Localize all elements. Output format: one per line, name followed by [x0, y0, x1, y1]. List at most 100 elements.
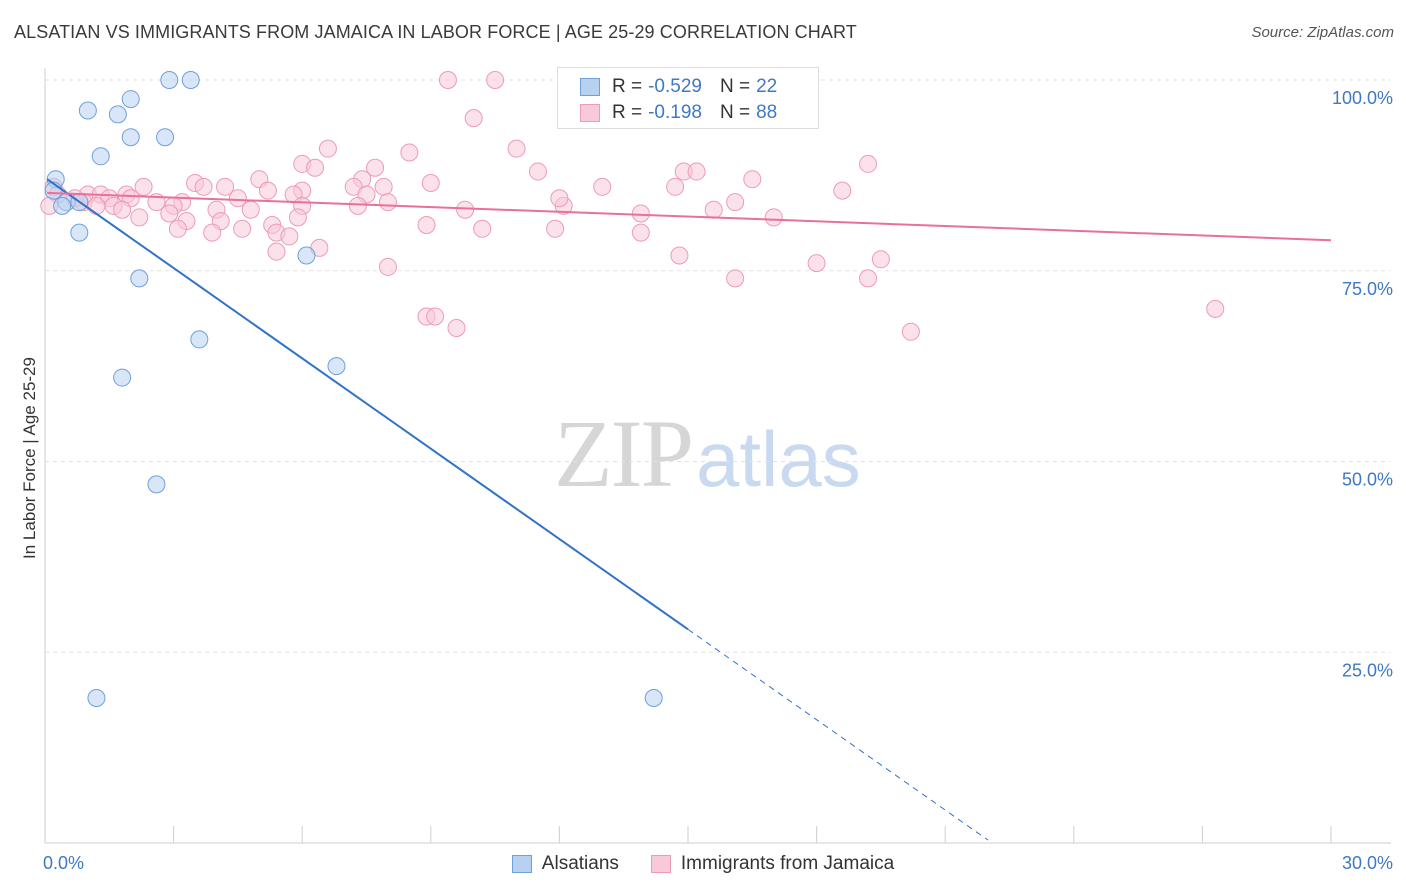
jamaica-point: [859, 269, 878, 288]
jamaica-point: [704, 200, 723, 219]
jamaica-point: [378, 193, 397, 212]
jamaica-point: [426, 307, 445, 326]
alsatians-point: [156, 128, 175, 147]
jamaica-point: [400, 143, 419, 162]
alsatians-point: [181, 71, 200, 89]
jamaica-point: [134, 177, 153, 196]
jamaica-point: [417, 215, 436, 234]
jamaica-point: [348, 196, 367, 215]
jamaica-point: [216, 177, 235, 196]
jamaica-point: [280, 227, 299, 246]
legend-r-value: -0.198: [648, 102, 702, 123]
jamaica-point: [1206, 299, 1225, 318]
jamaica-point: [233, 219, 252, 238]
jamaica-point: [670, 246, 689, 265]
jamaica-point: [241, 200, 260, 219]
legend-n-label: N =: [719, 102, 751, 123]
jamaica-point: [374, 177, 393, 196]
stats-legend-row-jamaica: R = -0.198 N = 88: [580, 101, 795, 125]
series-name-jamaica: Immigrants from Jamaica: [680, 853, 895, 874]
stats-legend: R = -0.529 N = 22 R = -0.198 N = 88: [557, 67, 819, 129]
chart-title: ALSATIAN VS IMMIGRANTS FROM JAMAICA IN L…: [14, 22, 857, 42]
legend-r-label: R =: [612, 76, 643, 97]
y-tick-label: 100.0%: [1332, 88, 1393, 108]
jamaica-point: [306, 158, 325, 177]
jamaica-trend-line: [47, 191, 1332, 242]
series-name-alsatians: Alsatians: [541, 853, 619, 874]
jamaica-point: [288, 208, 307, 227]
alsatians-point: [147, 475, 166, 494]
jamaica-point: [464, 109, 483, 128]
alsatians-point: [327, 357, 346, 376]
series-swatch-alsatians: [511, 855, 532, 873]
y-tick-label: 75.0%: [1342, 279, 1393, 299]
jamaica-point: [378, 257, 397, 276]
alsatians-point: [91, 147, 110, 166]
jamaica-point: [631, 223, 650, 242]
jamaica-point: [507, 139, 526, 158]
alsatians-point: [53, 196, 72, 215]
jamaica-point: [528, 162, 547, 181]
alsatians-point: [644, 689, 663, 708]
legend-r-value: -0.529: [648, 76, 702, 97]
jamaica-point: [473, 219, 492, 238]
alsatians-point: [121, 128, 140, 147]
y-tick-label: 50.0%: [1342, 470, 1393, 490]
jamaica-point: [194, 177, 213, 196]
jamaica-point: [546, 219, 565, 238]
jamaica-point: [726, 269, 745, 288]
jamaica-point: [456, 200, 475, 219]
jamaica-point: [901, 322, 920, 341]
jamaica-point: [871, 250, 890, 269]
jamaica-point: [113, 200, 132, 219]
jamaica-point: [859, 154, 878, 173]
jamaica-point: [833, 181, 852, 200]
alsatians-point: [190, 330, 209, 349]
jamaica-point: [743, 170, 762, 189]
jamaica-point: [438, 71, 457, 89]
jamaica-point: [447, 318, 466, 337]
jamaica-point: [366, 158, 385, 177]
jamaica-point: [807, 254, 826, 273]
legend-n-value: 88: [756, 102, 778, 123]
jamaica-point: [87, 196, 106, 215]
legend-n-label: N =: [719, 76, 751, 97]
jamaica-point: [421, 174, 440, 193]
series-legend-item-alsatians[interactable]: Alsatians: [511, 853, 619, 875]
jamaica-point: [593, 177, 612, 196]
jamaica-point: [318, 139, 337, 158]
jamaica-point: [631, 204, 650, 223]
alsatians-point: [130, 269, 149, 288]
jamaica-point: [687, 162, 706, 181]
legend-n-value: 22: [756, 76, 778, 97]
alsatians-point: [108, 105, 127, 124]
x-tick-label: 30.0%: [1342, 853, 1393, 873]
stats-legend-row-alsatians: R = -0.529 N = 22: [580, 75, 795, 99]
jamaica-point: [726, 193, 745, 212]
series-legend-item-jamaica[interactable]: Immigrants from Jamaica: [650, 853, 895, 875]
series-legend: Alsatians Immigrants from Jamaica: [0, 851, 1406, 877]
x-tick-label: 0.0%: [43, 853, 84, 873]
jamaica-point: [130, 208, 149, 227]
legend-swatch-jamaica: [580, 104, 600, 122]
alsatians-point: [297, 246, 316, 265]
alsatians-trend-line: [46, 178, 689, 631]
series-swatch-jamaica: [650, 855, 671, 873]
chart-source: Source: ZipAtlas.com: [1251, 24, 1394, 41]
legend-r-label: R =: [612, 102, 643, 123]
alsatians-trend-line-extension: [687, 628, 989, 841]
jamaica-point: [203, 223, 222, 242]
legend-swatch-alsatians: [580, 78, 600, 96]
y-tick-label: 25.0%: [1342, 660, 1393, 680]
jamaica-point: [258, 181, 277, 200]
alsatians-point: [70, 223, 89, 242]
jamaica-point: [168, 219, 187, 238]
alsatians-point: [113, 368, 132, 387]
jamaica-point: [550, 189, 569, 208]
alsatians-point: [78, 101, 97, 120]
alsatians-point: [121, 90, 140, 109]
jamaica-point: [486, 71, 505, 89]
alsatians-point: [160, 71, 179, 89]
jamaica-point: [228, 189, 247, 208]
